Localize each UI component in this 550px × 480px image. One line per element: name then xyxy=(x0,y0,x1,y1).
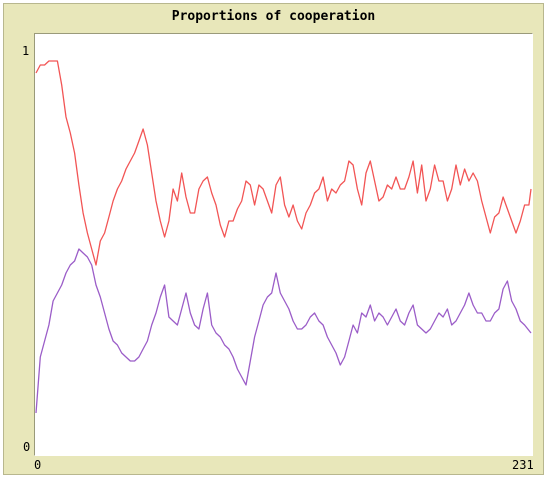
line-chart xyxy=(35,60,532,414)
series-line-1 xyxy=(35,60,532,266)
y-tick-label-min: 0 xyxy=(23,440,31,454)
chart-title: Proportions of cooperation xyxy=(171,9,376,24)
plot-window: Proportions of cooperation 1 0 0 231 xyxy=(3,3,544,475)
x-tick-label-min: 0 xyxy=(34,458,42,472)
series-line-2 xyxy=(35,248,532,414)
y-tick-label-max: 1 xyxy=(22,44,30,58)
x-tick-label-max: 231 xyxy=(512,458,534,472)
plot-area xyxy=(34,33,533,456)
